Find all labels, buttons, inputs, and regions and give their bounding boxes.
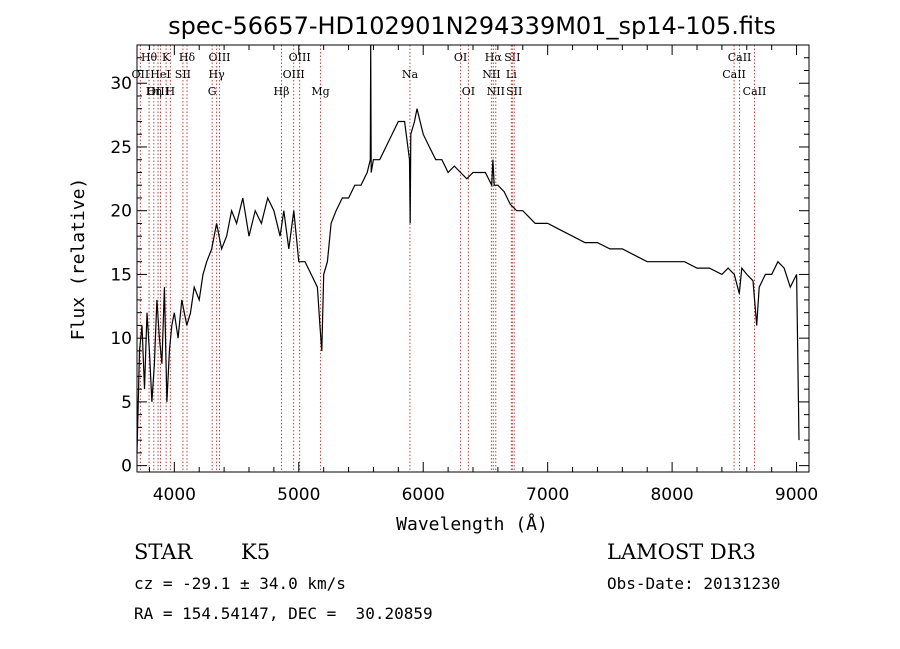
spectrum-line	[136, 44, 800, 453]
line-label-6: SII	[175, 68, 191, 81]
line-label-25: CaII	[728, 51, 752, 64]
spectral-subclass: K5	[241, 540, 271, 564]
line-label-11: G	[208, 85, 217, 98]
line-label-20: SII	[504, 51, 520, 64]
x-tick-label-7000: 7000	[526, 485, 569, 505]
y-tick-label-5: 5	[121, 393, 132, 413]
line-label-7: H	[166, 85, 176, 98]
y-tick-label-30: 30	[110, 74, 132, 94]
y-tick-label-15: 15	[110, 265, 132, 285]
line-label-26: CaII	[722, 68, 746, 81]
y-tick-label-0: 0	[121, 457, 132, 477]
line-label-9: OIII	[208, 51, 230, 64]
line-label-24: SII	[506, 85, 522, 98]
x-tick-label-8000: 8000	[650, 485, 693, 505]
y-tick-label-10: 10	[110, 329, 132, 349]
x-tick-label-4000: 4000	[153, 485, 196, 505]
line-label-10: Hγ	[209, 68, 226, 81]
line-label-4: HeI	[150, 68, 170, 81]
line-label-2: OIII	[147, 85, 169, 98]
coordinates: RA = 154.54147, DEC = 30.20859	[134, 604, 433, 623]
x-axis-label: Wavelength (Å)	[396, 513, 548, 535]
line-label-12: Hβ	[274, 85, 290, 98]
plot-frame	[136, 44, 810, 473]
redshift-readout: cz = -29.1 ± 34.0 km/s	[134, 574, 346, 593]
x-tick-label-5000: 5000	[277, 485, 320, 505]
line-label-16: Na	[402, 68, 419, 81]
line-label-1: OII	[132, 68, 150, 81]
line-label-18: OI	[462, 85, 475, 98]
line-label-23: NII	[487, 85, 505, 98]
line-label-21: NII	[482, 68, 500, 81]
line-label-0: Hθ	[141, 51, 158, 64]
x-tick-label-9000: 9000	[775, 485, 818, 505]
chart-title: spec-56657-HD102901N294339M01_sp14-105.f…	[168, 12, 776, 40]
survey-name: LAMOST DR3	[607, 540, 756, 564]
axis-ticks: 4000 5000 6000 7000 8000 9000 0 5 10 15 20 25 30	[110, 45, 818, 505]
line-label-8: Hδ	[179, 51, 196, 64]
line-label-5: Hη	[146, 85, 162, 98]
line-label-27: CaII	[743, 85, 767, 98]
line-label-3: K	[162, 51, 171, 64]
spectral-line-markers: Hθ OII OIII K HeI Hη SII H Hδ OIII Hγ G Hβ OIII OIII Mg…	[132, 45, 767, 472]
line-label-15: Mg	[311, 85, 329, 98]
y-axis-label: Flux (relative)	[68, 178, 89, 341]
x-tick-label-6000: 6000	[402, 485, 445, 505]
obs-date: Obs-Date: 20131230	[607, 574, 781, 593]
line-label-17: OI	[454, 51, 467, 64]
y-tick-label-25: 25	[110, 138, 132, 158]
line-label-14: OIII	[283, 68, 305, 81]
line-label-19: Hα	[485, 51, 503, 64]
line-label-13: OIII	[289, 51, 311, 64]
y-tick-label-20: 20	[110, 202, 132, 222]
object-type: STAR	[134, 540, 193, 564]
line-label-22: Li	[506, 68, 517, 81]
